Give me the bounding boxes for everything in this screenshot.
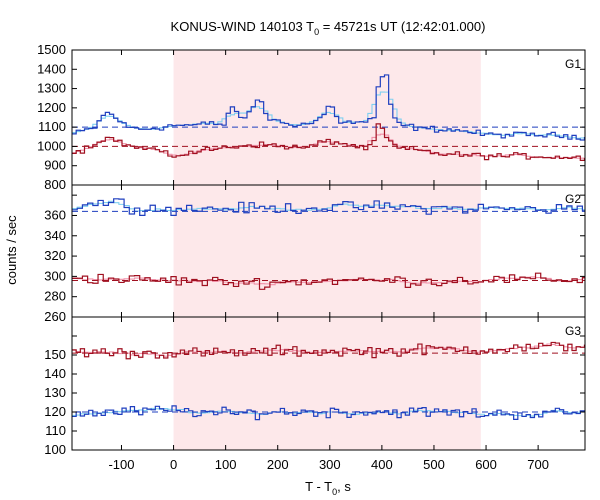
series-blue [72, 405, 586, 421]
shaded-interval [173, 317, 481, 450]
panel-frame [71, 316, 586, 451]
series-red [72, 123, 586, 161]
panel-g2: 260 280 300 320 340 360 G2 [44, 184, 586, 324]
x-tick-label: 200 [267, 457, 289, 472]
panel-label: G3 [565, 324, 581, 338]
y-tick-label: 150 [44, 347, 66, 362]
x-tick-label: 0 [170, 457, 177, 472]
y-tick-label: 130 [44, 385, 66, 400]
panel-g3: 100 110 120 130 140 150 G3 [44, 316, 586, 457]
x-tick-label: 500 [423, 457, 445, 472]
series-red [72, 272, 585, 290]
x-tick-label: 300 [319, 457, 341, 472]
y-tick-label: 800 [44, 177, 66, 192]
y-tick-label: 300 [44, 268, 66, 283]
y-tick-label: 120 [44, 404, 66, 419]
y-tick-label: 1100 [38, 119, 66, 134]
series-red [72, 341, 586, 360]
x-tick-label: -100 [108, 457, 134, 472]
x-tick-label: 600 [475, 457, 497, 472]
y-tick-label: 1300 [37, 81, 66, 96]
y-tick-label: 140 [44, 366, 66, 381]
y-tick-label: 110 [45, 423, 66, 438]
y-tick-label: 360 [44, 207, 66, 222]
y-tick-label: 1200 [37, 100, 66, 115]
y-tick-label: 320 [44, 248, 66, 263]
panel-g1: 800 900 1000 1100 1200 1300 1400 1500 G1 [37, 42, 586, 192]
y-axis-label: counts / sec [4, 215, 19, 285]
series-blue [72, 198, 585, 216]
y-tick-label: 340 [44, 228, 66, 243]
panel-label: G1 [565, 57, 581, 71]
x-tick-label: 400 [371, 457, 393, 472]
series-red-fit [72, 276, 585, 286]
x-axis-label: T - T0, s [305, 479, 351, 497]
shaded-interval [173, 185, 481, 317]
y-tick-label: 260 [44, 309, 66, 324]
x-tick-label: 700 [527, 457, 549, 472]
shaded-interval [173, 50, 481, 185]
series-blue [72, 74, 586, 141]
y-tick-label: 100 [44, 442, 66, 457]
y-tick-label: 900 [44, 158, 66, 173]
y-tick-label: 1400 [37, 61, 66, 76]
y-tick-label: 1000 [37, 138, 66, 153]
chart-panels: 800900100011001200130014001500G126028030… [37, 42, 586, 472]
chart-title: KONUS-WIND 140103 T0 = 45721s UT (12:42:… [171, 19, 486, 37]
panel-label: G2 [565, 192, 581, 206]
y-tick-label: 1500 [37, 42, 66, 57]
y-tick-label: 280 [44, 289, 66, 304]
x-tick-label: 100 [215, 457, 237, 472]
